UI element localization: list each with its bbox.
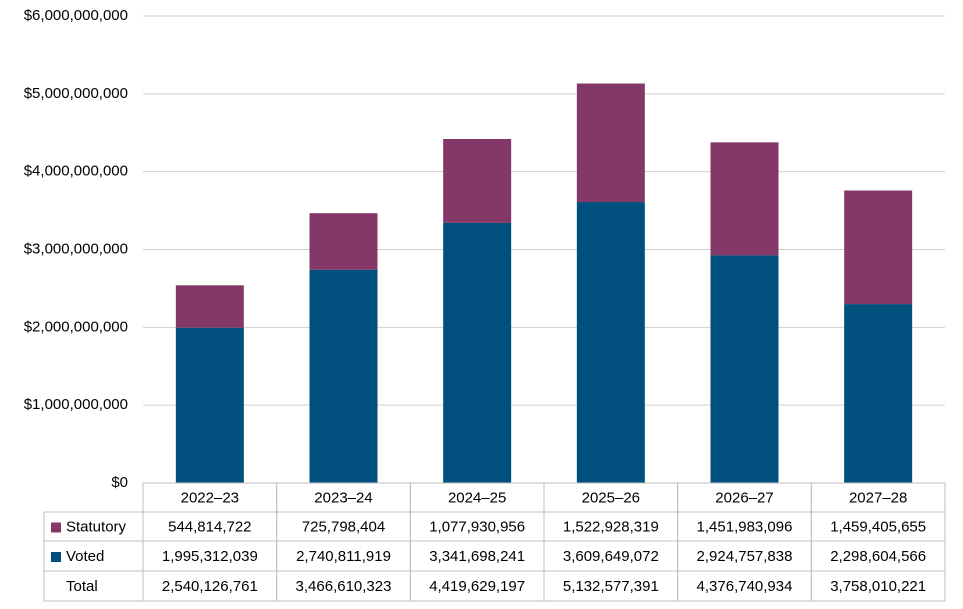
table-value: 1,522,928,319 bbox=[563, 518, 659, 535]
table-value: 5,132,577,391 bbox=[563, 578, 659, 595]
table-value: 1,077,930,956 bbox=[429, 518, 525, 535]
bar-segment bbox=[844, 304, 913, 483]
y-tick-label: $1,000,000,000 bbox=[24, 396, 128, 413]
row-label: Total bbox=[66, 578, 98, 595]
bar-segment bbox=[309, 269, 378, 483]
bar-segment bbox=[710, 142, 779, 256]
bar-segment bbox=[309, 213, 378, 270]
table-value: 3,609,649,072 bbox=[563, 548, 659, 565]
bar-segment bbox=[175, 327, 244, 483]
x-tick-label: 2026–27 bbox=[715, 489, 773, 506]
table-value: 3,758,010,221 bbox=[830, 578, 926, 595]
legend-key bbox=[51, 552, 61, 562]
legend-label: Statutory bbox=[66, 518, 127, 535]
bar-segment bbox=[576, 202, 645, 483]
table-value: 4,376,740,934 bbox=[697, 578, 793, 595]
x-tick-label: 2022–23 bbox=[181, 489, 239, 506]
table-value: 3,466,610,323 bbox=[296, 578, 392, 595]
y-tick-label: $6,000,000,000 bbox=[24, 7, 128, 24]
table-value: 1,451,983,096 bbox=[697, 518, 793, 535]
table-value: 1,459,405,655 bbox=[830, 518, 926, 535]
bar-segment bbox=[844, 190, 913, 305]
table-cell bbox=[810, 570, 946, 602]
table-value: 3,341,698,241 bbox=[429, 548, 525, 565]
x-tick-label: 2027–28 bbox=[849, 489, 907, 506]
table-value: 2,924,757,838 bbox=[697, 548, 793, 565]
bar-segment bbox=[710, 255, 779, 483]
table-value: 725,798,404 bbox=[302, 518, 385, 535]
bar-segment bbox=[576, 83, 645, 203]
legend-key bbox=[51, 522, 61, 533]
table-value: 2,740,811,919 bbox=[296, 548, 391, 565]
bar-segment bbox=[443, 139, 512, 223]
x-tick-label: 2024–25 bbox=[448, 489, 506, 506]
table-value: 1,995,312,039 bbox=[162, 548, 258, 565]
table-value: 4,419,629,197 bbox=[429, 578, 525, 595]
y-tick-label: $4,000,000,000 bbox=[24, 163, 128, 180]
x-tick-label: 2025–26 bbox=[582, 489, 640, 506]
table-value: 2,298,604,566 bbox=[830, 548, 926, 565]
y-tick-label: $2,000,000,000 bbox=[24, 318, 128, 335]
y-tick-label: $0 bbox=[111, 474, 128, 491]
y-tick-label: $3,000,000,000 bbox=[24, 240, 128, 257]
legend-label: Voted bbox=[66, 548, 104, 565]
x-tick-label: 2023–24 bbox=[314, 489, 372, 506]
y-tick-label: $5,000,000,000 bbox=[24, 85, 128, 102]
table-value: 544,814,722 bbox=[168, 518, 251, 535]
bar-segment bbox=[443, 222, 512, 483]
bar-segment bbox=[175, 285, 244, 328]
table-value: 2,540,126,761 bbox=[162, 578, 258, 595]
